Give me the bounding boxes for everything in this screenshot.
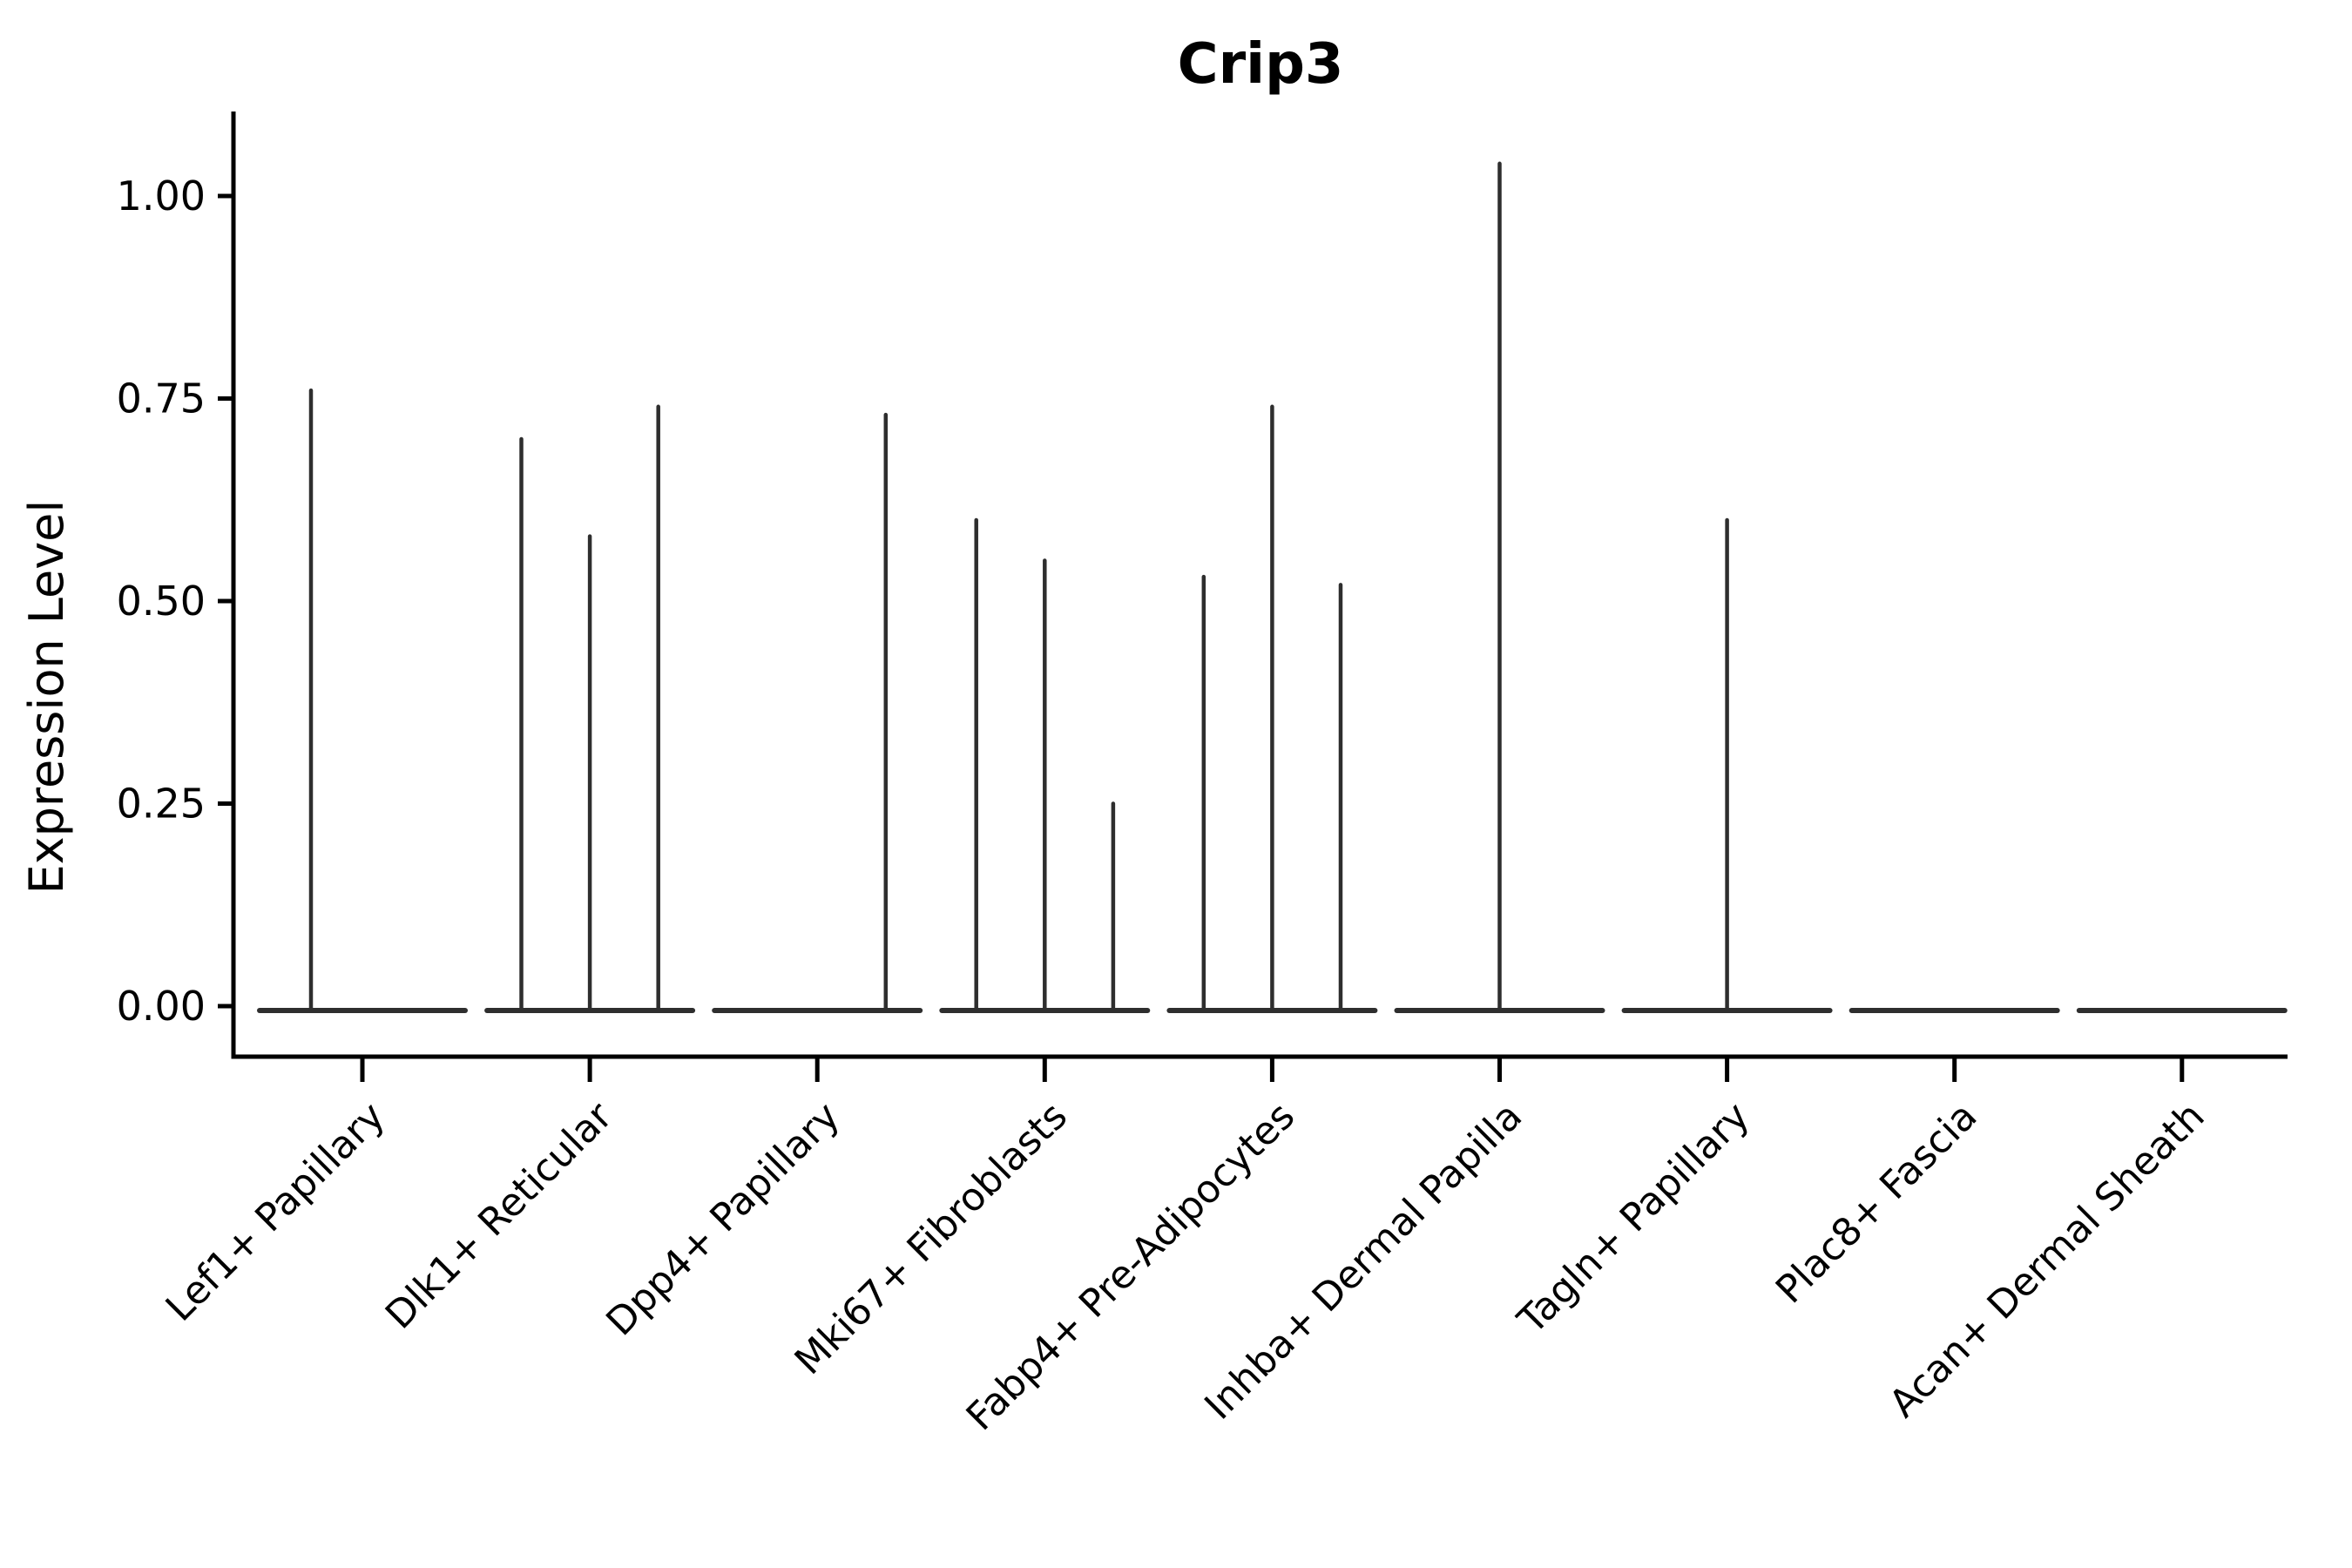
- x-tick-label: Dpp4+ Papillary: [598, 1094, 848, 1345]
- x-tick-label: Dlk1+ Reticular: [377, 1093, 622, 1338]
- x-tick-label: Plac8+ Fascia: [1767, 1094, 1986, 1313]
- violin-layer: [257, 161, 2288, 1013]
- y-tick-label: 0.75: [117, 375, 206, 422]
- y-tick-label: 0.25: [117, 781, 206, 828]
- x-tick-label: Lef1+ Papillary: [158, 1094, 394, 1330]
- y-tick-label: 1.00: [117, 172, 206, 220]
- y-axis-label: Expression Level: [19, 500, 74, 895]
- y-tick-label: 0.00: [117, 983, 206, 1030]
- chart-title: Crip3: [1178, 32, 1344, 97]
- y-tick-label: 0.50: [117, 578, 206, 625]
- x-tick-label: Tagln+ Papillary: [1509, 1094, 1758, 1343]
